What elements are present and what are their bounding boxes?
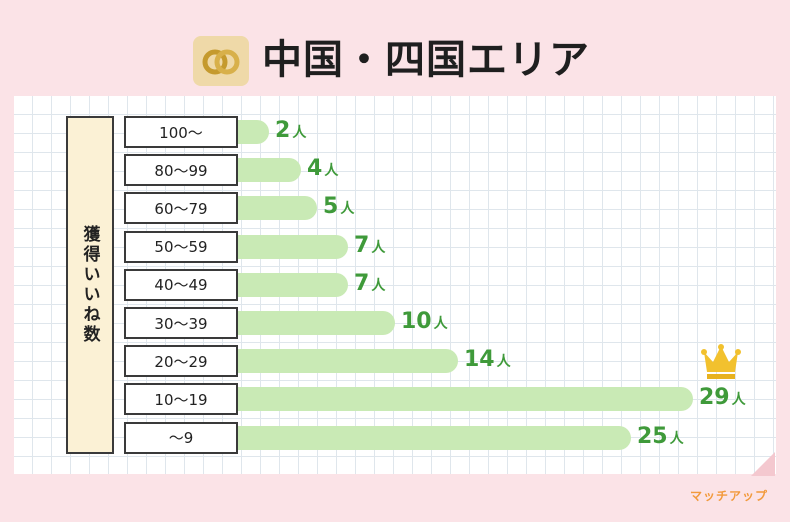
category-label: 50〜59 [124,230,238,263]
bar [238,120,269,144]
y-axis-label: 獲得いいね数 [79,225,100,345]
category-label: 80〜99 [124,154,238,187]
bar [238,158,301,183]
category-label: 60〜79 [124,192,238,225]
page-title: 中国・四国エリア [262,37,590,83]
bar [238,234,348,259]
value-label: 14 人 [464,347,511,373]
bar [238,387,693,412]
value-label: 25 人 [637,423,684,449]
category-label: 20〜29 [124,345,238,378]
y-axis-label-box: 獲得いいね数 [66,116,114,454]
page-curl [751,452,775,476]
value-label: 10 人 [401,309,448,334]
category-label: 30〜39 [124,307,238,339]
bar [238,425,631,450]
header: 中国・四国エリア [0,0,790,95]
bar [238,272,348,297]
bar [238,196,317,221]
crown-icon [701,344,741,384]
category-label: 40〜49 [124,268,238,301]
rings-logo-icon [193,36,249,86]
bar [238,349,458,374]
brand-logo: マッチアップ [690,489,769,503]
bar [238,311,395,335]
category-label: 100〜 [124,116,238,148]
category-label: 10〜19 [124,383,238,416]
value-label: 29 人 [699,385,746,411]
category-label: 〜9 [124,421,238,454]
